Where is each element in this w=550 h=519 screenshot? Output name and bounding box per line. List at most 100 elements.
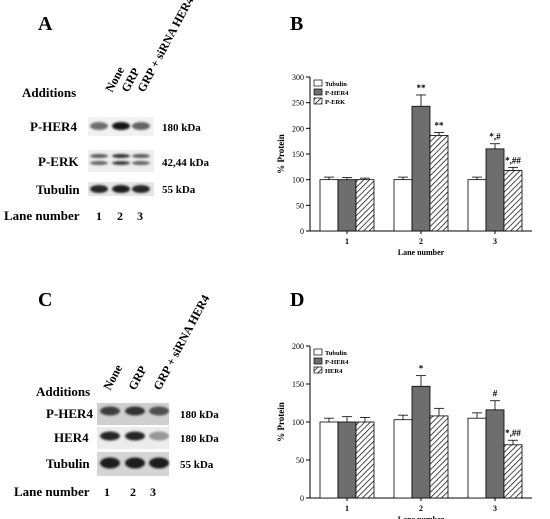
chart-d-annotation: # bbox=[493, 389, 498, 399]
chart-b-legend-swatch bbox=[313, 97, 323, 105]
panel-c-band-phc-1 bbox=[100, 406, 120, 416]
chart-b-legend-label: P-ERK bbox=[325, 99, 345, 106]
chart-b-xtick-label: 1 bbox=[345, 237, 349, 246]
panel-b: B 0 50 100 150 200 250 300 % Protein Lane number… bbox=[276, 13, 532, 257]
panel-a-bands bbox=[90, 122, 150, 193]
chart-d-annotation: *,## bbox=[505, 428, 521, 438]
panel-c-tubulin-label: Tubulin bbox=[46, 456, 90, 471]
chart-b-bar-tubulin-2 bbox=[393, 179, 413, 232]
panel-a-band-tub-2 bbox=[112, 185, 130, 193]
chart-d-xlabel: Lane number bbox=[398, 515, 445, 519]
panel-c-letter: C bbox=[38, 289, 52, 311]
chart-d-xtick-label: 2 bbox=[419, 504, 423, 513]
panel-a-lane-number-1: 1 bbox=[96, 209, 102, 223]
panel-a-band-tub-3 bbox=[132, 185, 150, 193]
chart-d-legend-swatch bbox=[313, 366, 323, 374]
panel-c-kda-3: 55 kDa bbox=[180, 459, 214, 471]
chart-d-legend-swatch bbox=[313, 357, 323, 365]
panel-a-lane-number-3: 3 bbox=[137, 209, 143, 223]
chart-b-bar-tubulin-3 bbox=[467, 179, 487, 232]
panel-c-lane-number-1: 1 bbox=[104, 485, 110, 499]
chart-d-bar-tubulin-1 bbox=[319, 421, 339, 499]
chart-d-bar-tubulin-2 bbox=[393, 419, 413, 499]
panel-c-bands bbox=[100, 406, 169, 469]
chart-b-annotation: *,# bbox=[489, 132, 501, 142]
panel-c-kda-1: 180 kDa bbox=[180, 409, 219, 421]
chart-b-ytick-label: 0 bbox=[300, 227, 304, 236]
chart-b-annotation: *,## bbox=[505, 155, 521, 165]
panel-d: D 0 50 100 150 200 % Protein Lane number 1 2 * 3 # *… bbox=[276, 289, 532, 519]
chart-b-ytick-label: 150 bbox=[292, 150, 304, 159]
panel-c-lane-label-3: GRP + siRNA HER4 bbox=[150, 292, 212, 392]
chart-d-legend-swatch bbox=[313, 348, 323, 356]
chart-d-bar-p-her4-2 bbox=[411, 385, 431, 499]
chart-d-legend-label: HER4 bbox=[325, 368, 343, 375]
panel-c-lane-number-label: Lane number bbox=[14, 484, 90, 499]
chart-b-bar-tubulin-1 bbox=[319, 179, 339, 232]
panel-c-lane-number-2: 2 bbox=[130, 485, 136, 499]
panel-a-letter: A bbox=[38, 13, 53, 35]
chart-d-ytick-label: 200 bbox=[292, 342, 304, 351]
panel-c-band-tub-1 bbox=[100, 457, 120, 469]
chart-b-legend-swatch bbox=[313, 88, 323, 96]
chart-b-annotation: ** bbox=[435, 120, 445, 130]
chart-d-ylabel: % Protein bbox=[276, 402, 286, 442]
chart-b-bar-p-her4-1 bbox=[337, 179, 357, 232]
chart-d-bar-p-her4-1 bbox=[337, 421, 357, 499]
panel-a-additions-label: Additions bbox=[22, 85, 76, 100]
panel-c-her4-label: HER4 bbox=[54, 430, 89, 445]
chart-d-ytick-label: 0 bbox=[300, 494, 304, 503]
panel-a-band-erk-upper-3 bbox=[132, 154, 150, 158]
chart-b-ytick-label: 300 bbox=[292, 73, 304, 82]
panel-a-band-erk-upper-1 bbox=[90, 154, 108, 158]
panel-a-band-phc-1 bbox=[90, 122, 108, 130]
chart-b-ytick-label: 250 bbox=[292, 99, 304, 108]
chart-d: 0 50 100 150 200 % Protein Lane number 1 2 * 3 # *,#… bbox=[276, 342, 532, 519]
chart-b-bar-p-erk-2 bbox=[429, 135, 449, 232]
chart-b-ytick-label: 50 bbox=[296, 201, 304, 210]
panel-c-kda-2: 180 kDa bbox=[180, 433, 219, 445]
chart-b-ytick-label: 100 bbox=[292, 176, 304, 185]
panel-c-band-her4-3 bbox=[149, 431, 169, 441]
chart-d-bar-her4-2 bbox=[429, 415, 449, 499]
panel-c-lane-number-3: 3 bbox=[150, 485, 156, 499]
panel-c-lane-label-2: GRP bbox=[125, 363, 149, 392]
chart-b-xtick-label: 3 bbox=[493, 237, 497, 246]
panel-c-band-tub-2 bbox=[125, 457, 145, 469]
panel-a-band-phc-3 bbox=[132, 122, 150, 130]
chart-b-bar-p-erk-3 bbox=[503, 170, 523, 232]
panel-a: A None GRP GRP + siRNA HER4 Additions P-… bbox=[4, 0, 210, 223]
panel-c-band-phc-3 bbox=[149, 406, 169, 416]
panel-c-lane-label-1: None bbox=[100, 362, 125, 393]
panel-a-kda-3: 55 kDa bbox=[162, 184, 196, 196]
panel-a-band-erk-upper-2 bbox=[112, 154, 130, 158]
chart-b-legend-label: P-HER4 bbox=[325, 90, 349, 97]
panel-c-band-her4-1 bbox=[100, 431, 120, 441]
chart-d-bar-p-her4-3 bbox=[485, 409, 505, 499]
chart-b-ylabel: % Protein bbox=[276, 134, 286, 174]
chart-b-legend-label: Tubulin bbox=[325, 81, 347, 88]
chart-b: 0 50 100 150 200 250 300 % Protein Lane number 1 2… bbox=[276, 73, 532, 257]
panel-c-additions-label: Additions bbox=[36, 384, 90, 399]
chart-d-annotation: * bbox=[419, 364, 424, 374]
panel-a-lane-label-3: GRP + siRNA HER4 bbox=[134, 0, 196, 94]
chart-d-legend-label: P-HER4 bbox=[325, 359, 349, 366]
panel-a-kda-1: 180 kDa bbox=[162, 122, 201, 134]
panel-a-band-tub-1 bbox=[90, 185, 108, 193]
chart-d-bar-her4-1 bbox=[355, 421, 375, 499]
panel-c-band-tub-3 bbox=[149, 457, 169, 469]
panel-c: C None GRP GRP + siRNA HER4 Additions P-… bbox=[14, 289, 219, 499]
chart-d-ytick-label: 150 bbox=[292, 380, 304, 389]
panel-a-lane-number-2: 2 bbox=[117, 209, 123, 223]
panel-c-phc-label: P-HER4 bbox=[46, 406, 93, 421]
panel-a-kda-2: 42,44 kDa bbox=[162, 157, 210, 169]
chart-d-bar-tubulin-3 bbox=[467, 417, 487, 499]
chart-b-xtick-label: 2 bbox=[419, 237, 423, 246]
panel-c-band-her4-2 bbox=[125, 431, 145, 441]
chart-b-bar-p-her4-2 bbox=[411, 105, 431, 232]
chart-d-legend-label: Tubulin bbox=[325, 350, 347, 357]
chart-b-annotation: ** bbox=[417, 83, 427, 93]
chart-d-ytick-label: 100 bbox=[292, 418, 304, 427]
panel-a-band-phc-2 bbox=[112, 122, 130, 130]
